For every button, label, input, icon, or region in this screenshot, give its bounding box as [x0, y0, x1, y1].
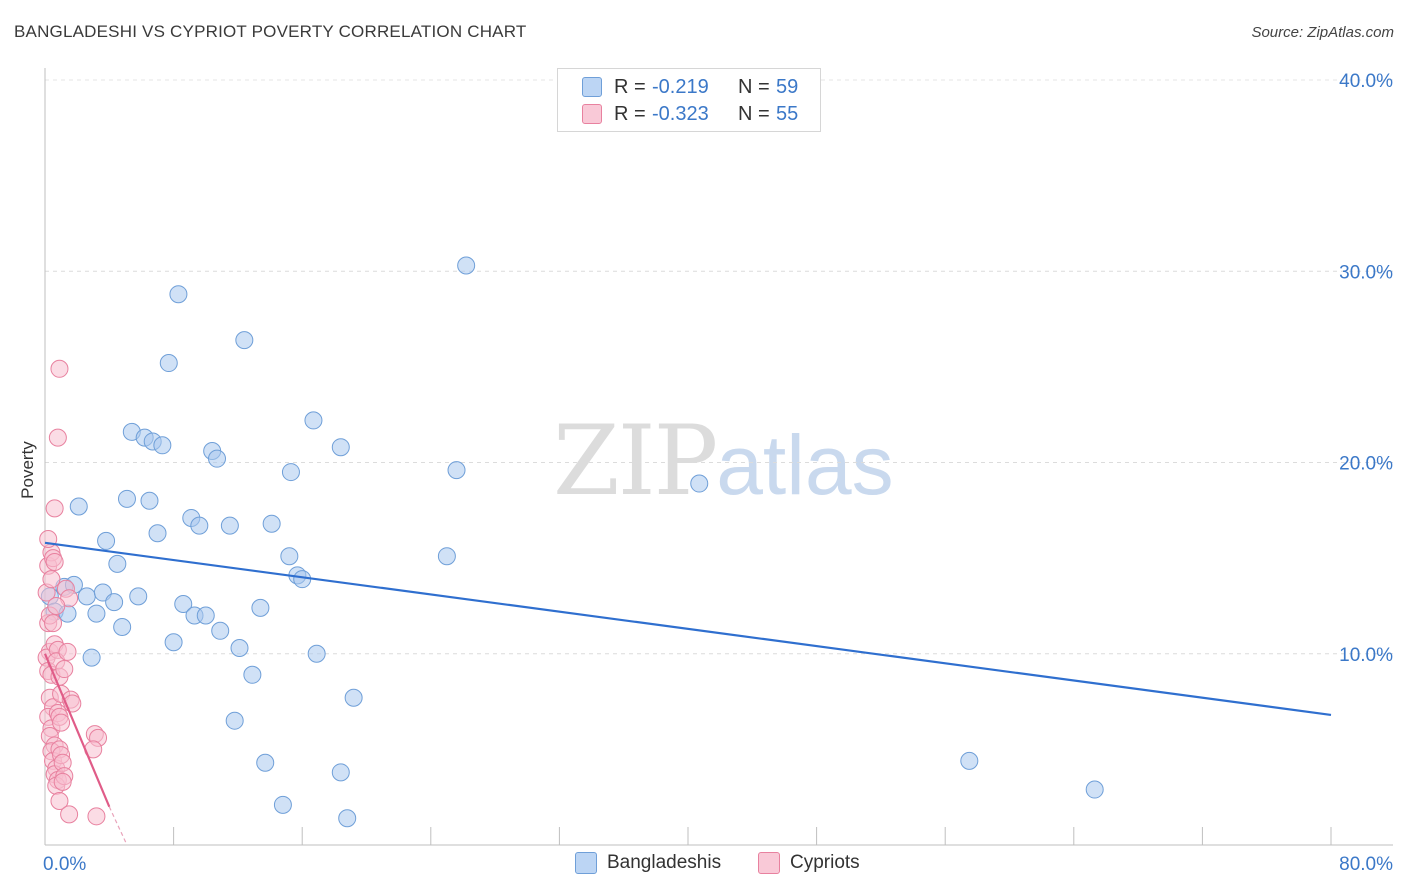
data-point-bangladeshis	[117, 489, 136, 508]
data-point-bangladeshis	[220, 516, 239, 535]
data-point-bangladeshis	[338, 809, 357, 828]
source-label: Source: ZipAtlas.com	[1251, 24, 1394, 41]
data-point-bangladeshis	[105, 593, 124, 612]
data-point-bangladeshis	[208, 449, 227, 468]
data-point-bangladeshis	[97, 531, 116, 550]
data-point-bangladeshis	[69, 497, 88, 516]
data-point-bangladeshis	[273, 795, 292, 814]
watermark: ZIPatlas	[553, 405, 894, 517]
y-tick-label: 30.0%	[1339, 262, 1393, 283]
legend-row-cypriots: R = -0.323 N = 55	[582, 102, 798, 126]
y-tick-label: 40.0%	[1339, 71, 1393, 92]
legend-swatch-cypriots	[758, 852, 780, 874]
chart-title: BANGLADESHI VS CYPRIOT POVERTY CORRELATI…	[14, 22, 527, 41]
legend-r-value: -0.219	[652, 75, 709, 98]
data-point-bangladeshis	[293, 570, 312, 589]
data-point-bangladeshis	[148, 524, 167, 543]
legend-item-cypriots[interactable]: Cypriots	[758, 852, 860, 874]
data-point-bangladeshis	[690, 474, 709, 493]
data-point-bangladeshis	[447, 461, 466, 480]
y-tick-label: 10.0%	[1339, 645, 1393, 666]
series-legend: Bangladeshis Cypriots	[0, 852, 1406, 878]
data-point-bangladeshis	[281, 463, 300, 482]
data-point-bangladeshis	[87, 604, 106, 623]
data-point-cypriots	[44, 614, 63, 633]
trend-line-extension-cypriots	[108, 806, 128, 846]
y-axis-label: Poverty	[18, 441, 37, 499]
y-tick-label: 20.0%	[1339, 454, 1393, 475]
legend-swatch-bangladeshis	[582, 77, 602, 97]
data-point-cypriots	[52, 713, 71, 732]
legend-item-bangladeshis[interactable]: Bangladeshis	[575, 852, 721, 874]
legend-swatch-bangladeshis	[575, 852, 597, 874]
data-point-bangladeshis	[280, 547, 299, 566]
data-point-bangladeshis	[307, 644, 326, 663]
data-point-bangladeshis	[457, 256, 476, 275]
trend-line-bangladeshis	[44, 541, 1332, 717]
x-tick-label: 0.0%	[43, 854, 86, 875]
data-point-bangladeshis	[77, 587, 96, 606]
data-point-bangladeshis	[190, 516, 209, 535]
data-point-bangladeshis	[169, 285, 188, 304]
data-point-bangladeshis	[225, 711, 244, 730]
data-point-cypriots	[60, 805, 79, 824]
data-point-bangladeshis	[82, 648, 101, 667]
data-point-cypriots	[47, 596, 66, 615]
legend-swatch-cypriots	[582, 104, 602, 124]
data-point-bangladeshis	[108, 554, 127, 573]
data-point-bangladeshis	[230, 639, 249, 658]
data-point-bangladeshis	[331, 763, 350, 782]
data-point-bangladeshis	[256, 753, 275, 772]
data-point-bangladeshis	[1085, 780, 1104, 799]
data-point-bangladeshis	[140, 491, 159, 510]
data-point-cypriots	[45, 499, 64, 518]
data-point-cypriots	[87, 807, 106, 826]
data-point-cypriots	[50, 792, 69, 811]
watermark-zip: ZIP	[553, 405, 718, 517]
data-point-bangladeshis	[196, 606, 215, 625]
data-point-cypriots	[45, 552, 64, 571]
data-point-bangladeshis	[174, 595, 193, 614]
x-tick-label: 80.0%	[1339, 854, 1393, 875]
legend-label-bangladeshis: Bangladeshis	[607, 852, 722, 873]
legend-n-value: 55	[776, 102, 799, 125]
data-point-bangladeshis	[344, 688, 363, 707]
data-point-cypriots	[42, 570, 61, 589]
data-point-cypriots	[55, 660, 74, 679]
legend-r-label: R =	[614, 102, 646, 125]
data-point-bangladeshis	[251, 598, 270, 617]
data-point-bangladeshis	[211, 621, 230, 640]
correlation-legend: R = -0.219 N = 59 R = -0.323 N = 55	[557, 68, 821, 132]
data-point-bangladeshis	[235, 331, 254, 350]
data-point-bangladeshis	[159, 354, 178, 373]
data-point-bangladeshis	[331, 438, 350, 457]
data-point-cypriots	[53, 772, 72, 791]
watermark-atlas: atlas	[716, 418, 894, 512]
data-point-bangladeshis	[437, 547, 456, 566]
legend-r-label: R =	[614, 75, 646, 98]
data-point-bangladeshis	[153, 436, 172, 455]
legend-n-value: 59	[776, 75, 799, 98]
data-point-bangladeshis	[262, 514, 281, 533]
legend-row-bangladeshis: R = -0.219 N = 59	[582, 75, 798, 99]
legend-r-value: -0.323	[652, 102, 709, 125]
data-point-cypriots	[48, 428, 67, 447]
legend-n-label: N =	[738, 102, 770, 125]
data-point-bangladeshis	[129, 587, 148, 606]
trend-line-cypriots	[43, 653, 111, 808]
data-point-bangladeshis	[164, 633, 183, 652]
data-point-cypriots	[50, 359, 69, 378]
data-point-bangladeshis	[113, 617, 132, 636]
data-point-cypriots	[58, 642, 77, 661]
legend-n-label: N =	[738, 75, 770, 98]
data-point-bangladeshis	[243, 665, 262, 684]
data-point-bangladeshis	[304, 411, 323, 430]
legend-label-cypriots: Cypriots	[790, 852, 860, 873]
data-point-bangladeshis	[960, 751, 979, 770]
